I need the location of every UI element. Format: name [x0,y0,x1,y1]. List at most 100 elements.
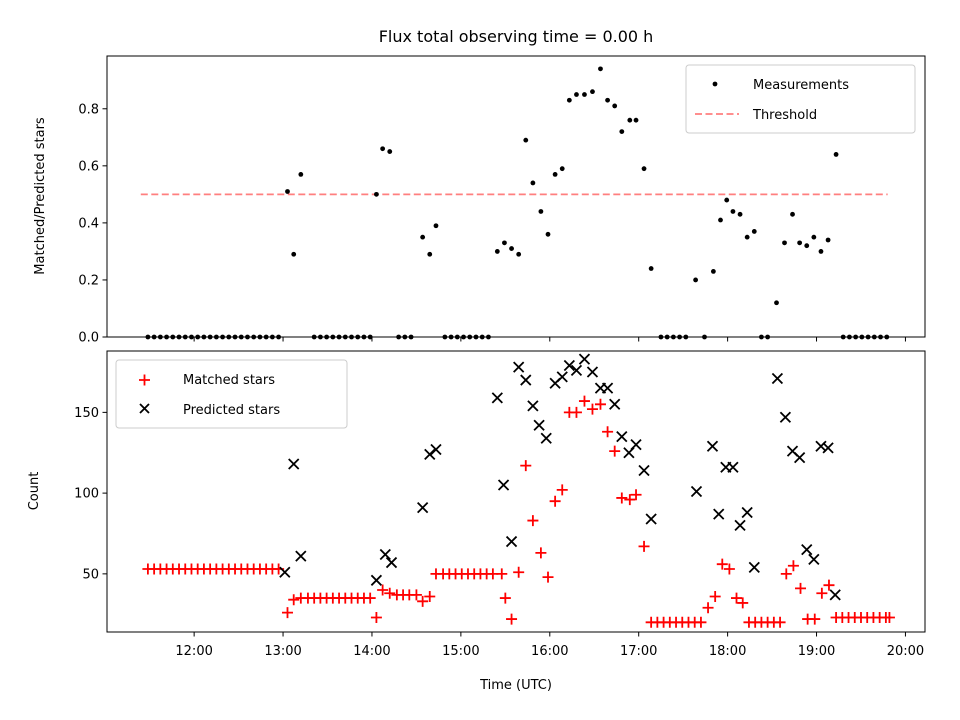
count-marks [142,353,895,628]
x-tick-label: 18:00 [709,644,746,659]
count-y-axis-label: Count [27,472,42,511]
measurement-point [641,166,647,172]
count-legend: Matched stars Predicted stars [115,359,348,429]
ratio-plot-frame [106,55,926,338]
matched-star-point [370,611,382,623]
predicted-star-point [616,430,628,443]
ratio-y-tick-label: 0.6 [78,159,99,174]
measurement-point [494,249,500,254]
measurement-point [509,246,514,251]
ratio-panel: 0.00.20.40.60.8 Matched/Predicted stars … [33,55,926,346]
matched-star-point [281,607,293,619]
measurement-point [790,211,795,217]
matched-star-point [602,426,614,438]
predicted-star-point [734,519,746,532]
matched-star-point [594,398,606,410]
predicted-star-point [586,366,599,378]
matched-star-point [578,395,590,407]
matched-star-point [795,582,807,594]
predicted-star-point [645,513,657,525]
measurement-point [804,243,810,249]
matched-star-point [616,492,628,504]
measurement-point [387,149,393,154]
x-tick-label: 19:00 [798,644,835,659]
ratio-y-tick-label: 0.4 [78,216,99,231]
predicted-star-point [556,371,568,383]
matched-star-point [723,563,735,575]
measurement-point [797,240,803,246]
measurement-point [433,223,439,229]
predicted-star-point [379,548,391,561]
count-y-tick-label: 150 [74,406,99,421]
predicted-star-point [601,382,614,394]
predicted-star-point [741,506,753,519]
measurement-point [833,152,839,157]
measurement-point [523,137,529,143]
measurement-point [612,103,618,109]
measurement-point [782,240,787,246]
measurement-point [710,268,716,274]
predicted-star-point [385,556,398,569]
matched-star-point [816,587,828,599]
measurement-point [552,171,558,177]
count-axes: 12:00 13:00 14:00 15:00 16:00 17:00 18:00 19:00… [74,406,924,659]
predicted-star-point [513,361,525,373]
measurement-point [380,146,386,152]
measurement-point [582,92,587,97]
matched-star-point [702,602,714,614]
count-panel: 12:00 13:00 14:00 15:00 16:00 17:00 18:00 19:00… [27,350,926,693]
matched-star-point [883,611,895,623]
measurement-point [559,166,565,172]
matched-star-point [709,590,721,602]
predicted-star-point [630,439,642,451]
matched-star-point [609,445,621,457]
matched-star-point [787,560,799,572]
ratio-y-tick-label: 0.0 [78,331,99,346]
predicted-star-point [424,448,436,460]
ratio-legend: Measurements Threshold [685,64,916,134]
matched-star-point [499,592,511,604]
matched-star-point [288,594,300,606]
matched-star-point [527,515,539,527]
measurement-point [298,171,304,177]
ratio-axes: 0.0 0.2 0.4 0.6 0.8 [78,102,906,346]
legend-matched-label: Matched stars [183,373,275,388]
measurement-point [291,251,297,257]
matched-star-point [364,592,376,604]
predicted-star-point [520,374,532,386]
predicted-star-point [570,364,583,377]
predicted-star-point [829,589,841,601]
predicted-star-point [779,411,792,423]
matched-star-point [823,579,835,591]
predicted-star-point [491,392,503,404]
predicted-star-point [609,398,621,410]
ratio-y-tick-label: 0.2 [78,273,99,288]
matched-star-point [549,495,561,507]
matched-star-point [520,460,532,472]
measurement-point [566,97,572,103]
ratio-y-axis-label: Matched/Predicted stars [33,117,48,275]
matched-star-point [737,597,749,609]
matched-star-point [424,590,436,602]
matched-star-point [780,568,792,580]
measurement-point [737,211,743,217]
measurement-point [811,234,817,240]
predicted-star-point [638,464,650,477]
predicted-star-point [533,419,545,431]
x-tick-label: 20:00 [887,644,924,659]
measurement-point [774,300,779,306]
matched-star-point [506,613,518,625]
matched-star-point [377,584,389,596]
measurement-point [825,237,831,243]
legend-threshold-label: Threshold [752,108,817,123]
predicted-star-point [748,561,760,574]
chart-title: Flux total observing time = 0.00 h [379,27,654,46]
matched-star-point [586,403,598,415]
measurement-point [545,231,551,237]
predicted-star-point [793,451,806,464]
measurement-point [605,97,610,103]
predicted-star-point [771,372,784,385]
predicted-star-point [417,502,429,514]
predicted-star-point [808,553,820,565]
measurement-point [648,266,654,271]
